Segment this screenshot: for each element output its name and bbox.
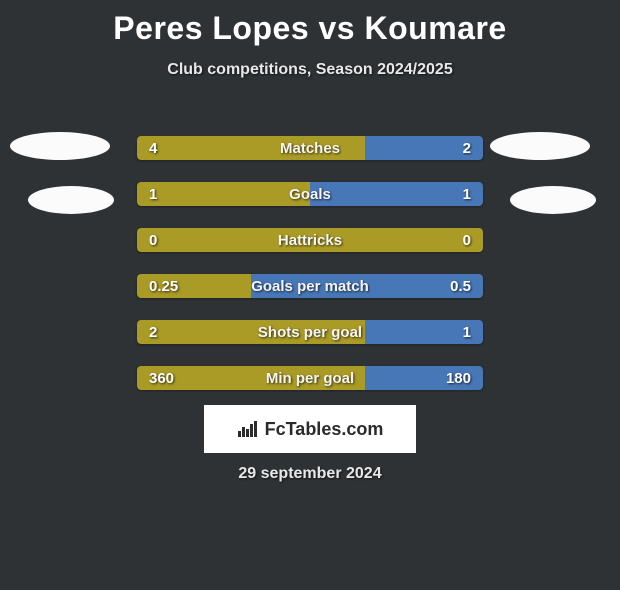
stat-row: Goals per match0.25 0.5 [137,274,483,298]
stat-row: Min per goal360 180 [137,366,483,390]
bars-icon [237,419,259,439]
stat-value-left: 4 [149,136,157,160]
stat-value-left: 1 [149,182,157,206]
subtitle: Club competitions, Season 2024/2025 [0,61,620,79]
page-title: Peres Lopes vs Koumare [0,10,620,47]
stat-label: Hattricks [137,228,483,252]
stat-row: Hattricks0 0 [137,228,483,252]
source-badge-text: FcTables.com [265,419,384,440]
stat-row: Matches4 2 [137,136,483,160]
decorative-ellipse [10,132,110,160]
stat-label: Goals per match [137,274,483,298]
decorative-ellipse [490,132,590,160]
decorative-ellipse [510,186,596,214]
stats-container: Matches42Goals11Hattricks00Goals per mat… [137,136,483,412]
decorative-ellipse [28,186,114,214]
stat-value-right: 0 [463,228,471,252]
stat-value-right: 2 [463,136,471,160]
stat-value-right: 0.5 [450,274,471,298]
stat-value-right: 1 [463,320,471,344]
stat-value-right: 1 [463,182,471,206]
stat-value-left: 2 [149,320,157,344]
stat-label: Goals [137,182,483,206]
stat-label: Min per goal [137,366,483,390]
source-badge: FcTables.com [204,405,416,453]
stat-row: Goals1 1 [137,182,483,206]
stat-value-left: 0 [149,228,157,252]
stat-value-left: 360 [149,366,174,390]
date-label: 29 september 2024 [0,465,620,483]
stat-value-left: 0.25 [149,274,178,298]
stat-row: Shots per goal2 1 [137,320,483,344]
stat-value-right: 180 [446,366,471,390]
stat-label: Shots per goal [137,320,483,344]
stat-label: Matches [137,136,483,160]
